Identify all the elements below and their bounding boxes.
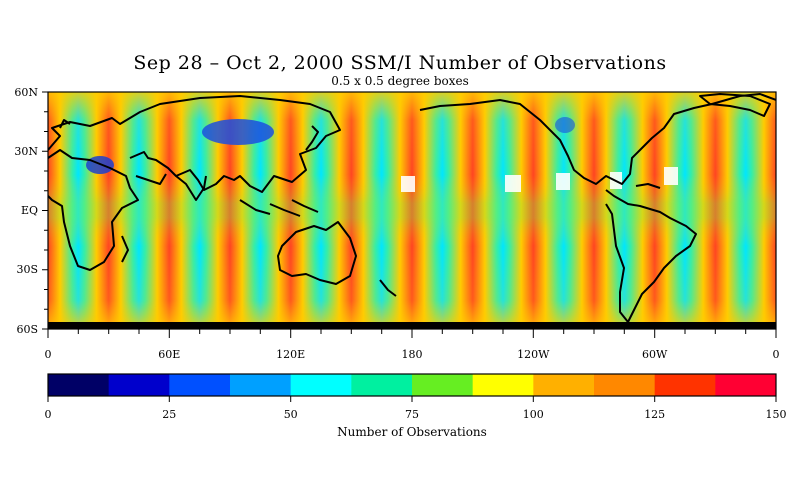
lat-label-30s: 30S	[16, 263, 38, 276]
lon-label-0: 0	[45, 348, 52, 361]
lat-label-eq: EQ	[21, 204, 38, 217]
colorbar-label-0: 0	[45, 408, 52, 421]
lat-ticks	[42, 91, 48, 330]
colorbar-swatch	[594, 374, 656, 396]
colorbar-swatch	[654, 374, 716, 396]
lat-label-60s: 60S	[16, 323, 38, 336]
coast-new-zealand	[379, 279, 397, 297]
colorbar-swatch	[533, 374, 595, 396]
coast-eurasia	[48, 95, 341, 193]
colorbar-title: Number of Observations	[337, 425, 487, 439]
low-count-patch	[202, 119, 274, 145]
colorbar-swatch	[290, 374, 352, 396]
coast-africa	[48, 149, 139, 271]
lon-label-60e: 60E	[158, 348, 180, 361]
coast-north-america	[419, 93, 776, 185]
saturated-spot	[664, 167, 678, 185]
lon-label-120e: 120E	[276, 348, 305, 361]
coast-india	[175, 175, 207, 201]
lon-label-120w: 120W	[517, 348, 550, 361]
coast-australia	[277, 221, 357, 285]
colorbar-swatch	[472, 374, 534, 396]
lon-label-0-end: 0	[773, 348, 780, 361]
lon-label-180: 180	[402, 348, 423, 361]
coast-madagascar	[121, 235, 129, 263]
colorbar-label-25: 25	[162, 408, 176, 421]
colorbar-swatch	[169, 374, 231, 396]
coast-indonesia	[239, 199, 319, 217]
colorbar-swatch	[230, 374, 292, 396]
saturated-spot	[505, 175, 521, 192]
colorbar-swatch	[48, 374, 110, 396]
map-title: Sep 28 – Oct 2, 2000 SSM/I Number of Obs…	[133, 52, 667, 74]
colorbar-swatch	[412, 374, 474, 396]
coast-greenland	[699, 93, 771, 117]
colorbar-ticks	[47, 396, 777, 402]
lon-label-60w: 60W	[642, 348, 668, 361]
saturated-spot	[401, 176, 415, 192]
lat-labels: 60N 30N EQ 30S 60S	[14, 86, 38, 336]
colorbar-label-125: 125	[644, 408, 665, 421]
coast-arabia	[135, 173, 167, 185]
lat-label-60n: 60N	[14, 86, 38, 99]
colorbar-swatch	[715, 374, 777, 396]
coast-south-america	[605, 189, 697, 323]
colorbar-swatch	[108, 374, 170, 396]
colorbar-label-150: 150	[766, 408, 787, 421]
antarctica-strip	[48, 322, 776, 329]
coast-japan	[305, 125, 319, 151]
coast-caribbean	[635, 183, 661, 189]
lon-labels: 0 60E 120E 180 120W 60W 0	[45, 348, 780, 361]
colorbar	[48, 374, 777, 396]
saturated-spot	[556, 173, 570, 190]
colorbar-swatch	[351, 374, 413, 396]
coast-britain	[59, 119, 71, 129]
colorbar-label-75: 75	[405, 408, 419, 421]
lon-ticks	[47, 329, 777, 338]
lat-label-30n: 30N	[14, 145, 38, 158]
colorbar-labels: 0 25 50 75 100 125 150	[45, 408, 787, 421]
observation-field	[48, 92, 776, 329]
colorbar-label-50: 50	[284, 408, 298, 421]
low-count-patch	[555, 117, 575, 133]
coastlines	[48, 93, 776, 323]
map-subtitle: 0.5 x 0.5 degree boxes	[331, 74, 469, 88]
colorbar-label-100: 100	[523, 408, 544, 421]
